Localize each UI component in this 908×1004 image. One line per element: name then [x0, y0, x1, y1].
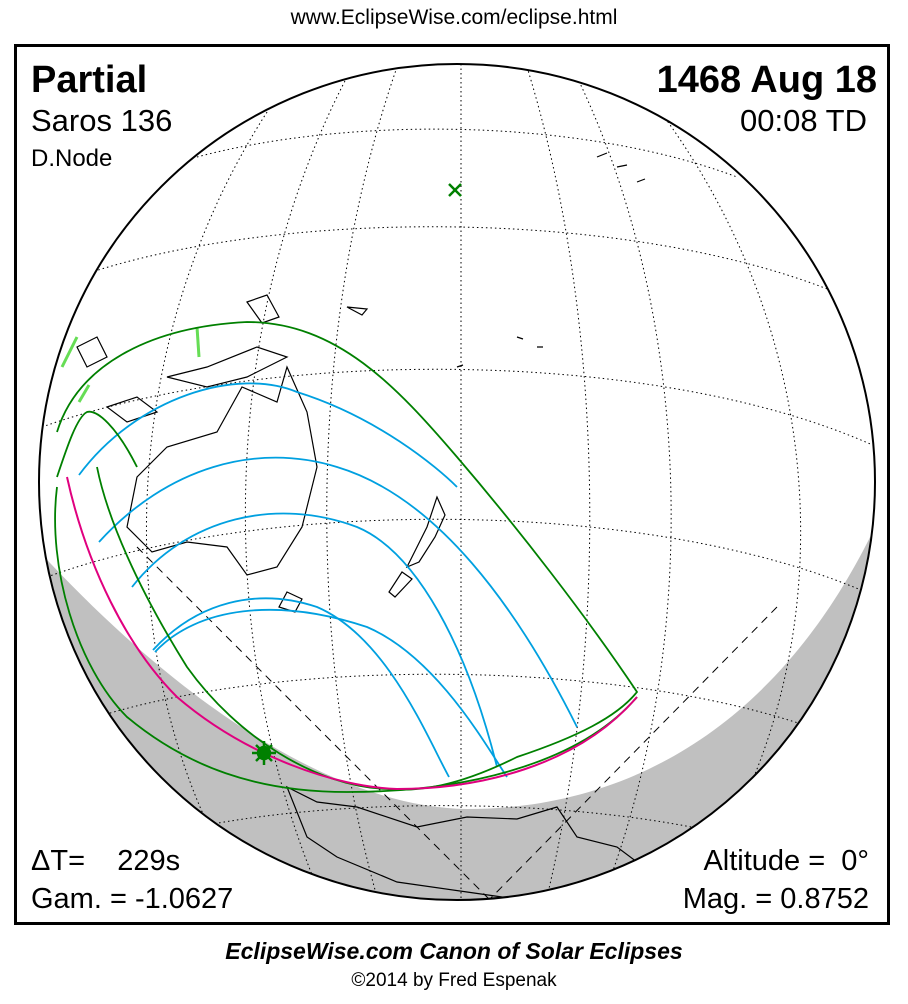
- eclipse-date: 1468 Aug 18: [656, 59, 877, 101]
- eclipse-time: 00:08 TD: [740, 103, 867, 138]
- gamma-value: Gam. = -1.0627: [31, 883, 234, 915]
- magnitude-value: Mag. = 0.8752: [682, 883, 869, 915]
- subsolar-star-marker: [252, 741, 276, 765]
- saros-number: Saros 136: [31, 103, 173, 138]
- globe-outline: [38, 63, 876, 901]
- eclipse-map: [38, 63, 876, 901]
- eclipse-type: Partial: [31, 59, 148, 101]
- eclipse-map-frame: Partial Saros 136 D.Node 1468 Aug 18 00:…: [14, 44, 890, 925]
- graticule: [41, 64, 875, 900]
- node-label: D.Node: [31, 145, 113, 172]
- globe: [39, 64, 875, 900]
- altitude-value: Altitude = 0°: [703, 845, 869, 877]
- penumbral-limit: [54, 321, 639, 793]
- night-shade-region: [39, 477, 875, 900]
- greatest-eclipse-x-marker: [448, 183, 462, 197]
- page-url[interactable]: www.EclipseWise.com/eclipse.html: [290, 6, 618, 29]
- sunrise-sunset-curve: [66, 476, 638, 791]
- magnitude-curves: [78, 382, 578, 778]
- delta-t: ΔT= 229s: [31, 845, 181, 877]
- copyright-notice: ©2014 by Fred Espenak: [351, 970, 557, 991]
- canon-title: EclipseWise.com Canon of Solar Eclipses: [225, 938, 683, 964]
